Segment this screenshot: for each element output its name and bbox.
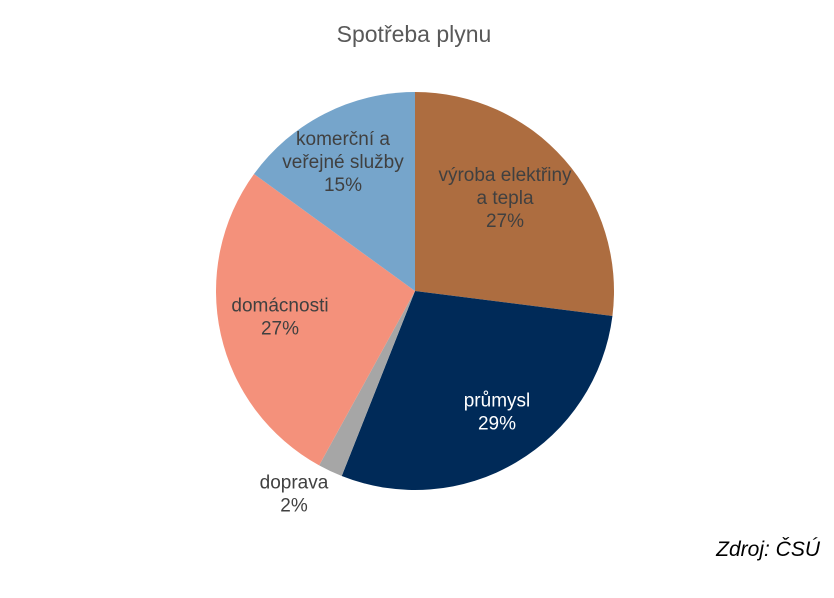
- slice-category-label: komerční a: [296, 129, 390, 150]
- slice-value-label: 27%: [261, 319, 299, 340]
- source-note: Zdroj: ČSÚ: [716, 538, 820, 561]
- pie-slices: [215, 92, 614, 491]
- pie-labels: výroba elektřiny a tepla 27%průmysl 29%dopr…: [231, 129, 572, 517]
- slice-category-label: výroba elektřiny: [438, 165, 572, 186]
- slice-category-label: doprava: [260, 473, 329, 494]
- label-komercni: komerční a veřejné služby 15%: [282, 129, 404, 196]
- slice-category-label: domácnosti: [231, 296, 328, 317]
- slice-value-label: 27%: [486, 211, 524, 232]
- slice-doprava: [319, 291, 415, 477]
- label-doprava: doprava 2%: [260, 473, 329, 517]
- slice-category-label: průmysl: [464, 391, 531, 412]
- slice-category-label: veřejné služby: [282, 152, 404, 173]
- slice-domacnosti: [215, 174, 415, 466]
- label-prumysl: průmysl 29%: [464, 391, 531, 435]
- label-vyroba-elektriny: výroba elektřiny a tepla 27%: [438, 165, 572, 232]
- chart-title: Spotřeba plynu: [337, 21, 492, 47]
- slice-value-label: 29%: [478, 414, 516, 435]
- slice-komercni: [254, 92, 415, 291]
- slice-value-label: 15%: [324, 175, 362, 196]
- label-domacnosti: domácnosti 27%: [231, 296, 328, 340]
- slice-vyroba-elektriny: [415, 92, 614, 316]
- slice-value-label: 2%: [280, 496, 308, 517]
- slice-category-label: a tepla: [476, 188, 533, 209]
- slice-prumysl: [341, 291, 613, 491]
